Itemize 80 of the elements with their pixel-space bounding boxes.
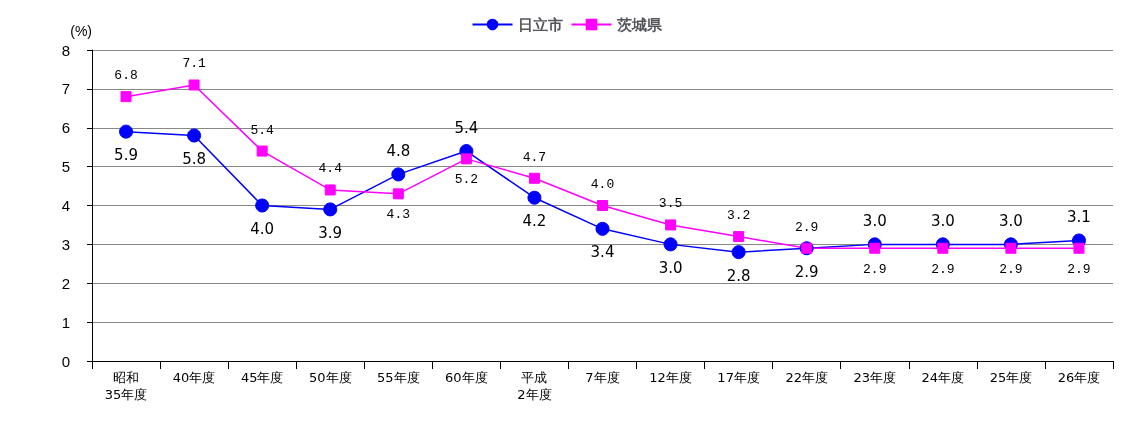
x-tick-label: 23年度 — [853, 370, 897, 385]
point — [392, 188, 404, 200]
point — [187, 128, 202, 143]
data-label: 5.9 — [114, 146, 138, 165]
x-tick-label: 55年度 — [377, 370, 420, 385]
y-axis-title: (%) — [70, 23, 92, 39]
data-label: 3.5 — [658, 196, 683, 212]
point — [597, 200, 608, 211]
data-label: 5.4 — [250, 122, 275, 138]
point — [663, 237, 678, 252]
y-tick-label: 1 — [61, 313, 70, 331]
y-tick-label: 2 — [61, 274, 70, 292]
legend-label: 日立市 — [517, 15, 563, 34]
x-tick-label: 26年度 — [1057, 370, 1101, 385]
y-tick-label: 0 — [61, 352, 70, 370]
data-label: 2.9 — [794, 262, 819, 281]
data-label: 4.0 — [590, 177, 615, 192]
data-label: 4.7 — [522, 149, 547, 165]
y-tick-label: 3 — [61, 235, 70, 253]
data-label: 3.0 — [658, 258, 683, 277]
x-tick-label: 40年度 — [172, 370, 216, 385]
data-label: 2.8 — [726, 266, 751, 285]
data-label: 4.2 — [522, 212, 547, 231]
data-label: 3.0 — [862, 211, 887, 230]
y-tick-label: 4 — [61, 197, 70, 214]
point — [869, 242, 881, 254]
y-tick-label: 8 — [61, 41, 70, 59]
x-tick-label: 昭和 35年度 — [104, 370, 148, 402]
data-label: 5.2 — [454, 172, 479, 188]
point — [528, 172, 540, 184]
data-label: 2.9 — [795, 219, 819, 235]
x-tick-label: 24年度 — [921, 370, 965, 385]
point — [665, 219, 677, 231]
data-label: 4.3 — [386, 207, 410, 223]
x-tick-label: 50年度 — [308, 370, 352, 385]
x-tick-label: 22年度 — [785, 370, 828, 385]
x-tick-label: 17年度 — [717, 370, 760, 385]
x-tick-label: 12年度 — [649, 370, 692, 385]
y-tick-label: 6 — [61, 119, 70, 137]
x-tick-label: 45年度 — [240, 370, 284, 385]
point — [733, 231, 745, 243]
data-label: 6.8 — [114, 68, 138, 84]
data-label: 3.4 — [590, 243, 615, 262]
y-tick-label: 5 — [61, 158, 70, 176]
data-label: 3.9 — [318, 223, 343, 242]
point — [1073, 242, 1085, 254]
point — [937, 242, 949, 254]
data-label: 3.2 — [726, 208, 751, 224]
data-label: 4.0 — [250, 220, 275, 238]
data-label: 4.4 — [318, 161, 343, 177]
point — [119, 124, 134, 139]
x-tick-label: 7年度 — [585, 370, 620, 385]
data-label: 3.1 — [1067, 207, 1091, 226]
point — [391, 167, 406, 182]
data-label: 5.4 — [454, 118, 479, 137]
data-label: 5.8 — [182, 150, 207, 169]
data-label: 7.1 — [182, 56, 206, 72]
data-label: 2.9 — [999, 261, 1023, 277]
data-label: 3.0 — [998, 211, 1023, 230]
data-label: 2.9 — [863, 261, 887, 277]
point — [323, 202, 338, 217]
legend-label: 茨城県 — [615, 15, 663, 34]
point — [527, 190, 542, 205]
point — [1005, 242, 1017, 254]
data-label: 2.9 — [1067, 261, 1091, 277]
point — [120, 91, 132, 103]
point — [255, 198, 270, 213]
point — [731, 245, 746, 260]
data-label: 4.8 — [386, 141, 411, 160]
point — [324, 184, 336, 196]
point — [460, 153, 472, 165]
data-label: 3.0 — [930, 211, 955, 230]
y-tick-label: 7 — [61, 80, 70, 98]
x-tick-label: 25年度 — [989, 370, 1033, 385]
x-tick-label: 平成 2年度 — [517, 370, 552, 402]
x-tick-label: 60年度 — [445, 370, 488, 385]
point — [256, 145, 268, 157]
data-label: 2.9 — [931, 261, 955, 277]
point — [595, 221, 610, 236]
point — [188, 79, 200, 91]
